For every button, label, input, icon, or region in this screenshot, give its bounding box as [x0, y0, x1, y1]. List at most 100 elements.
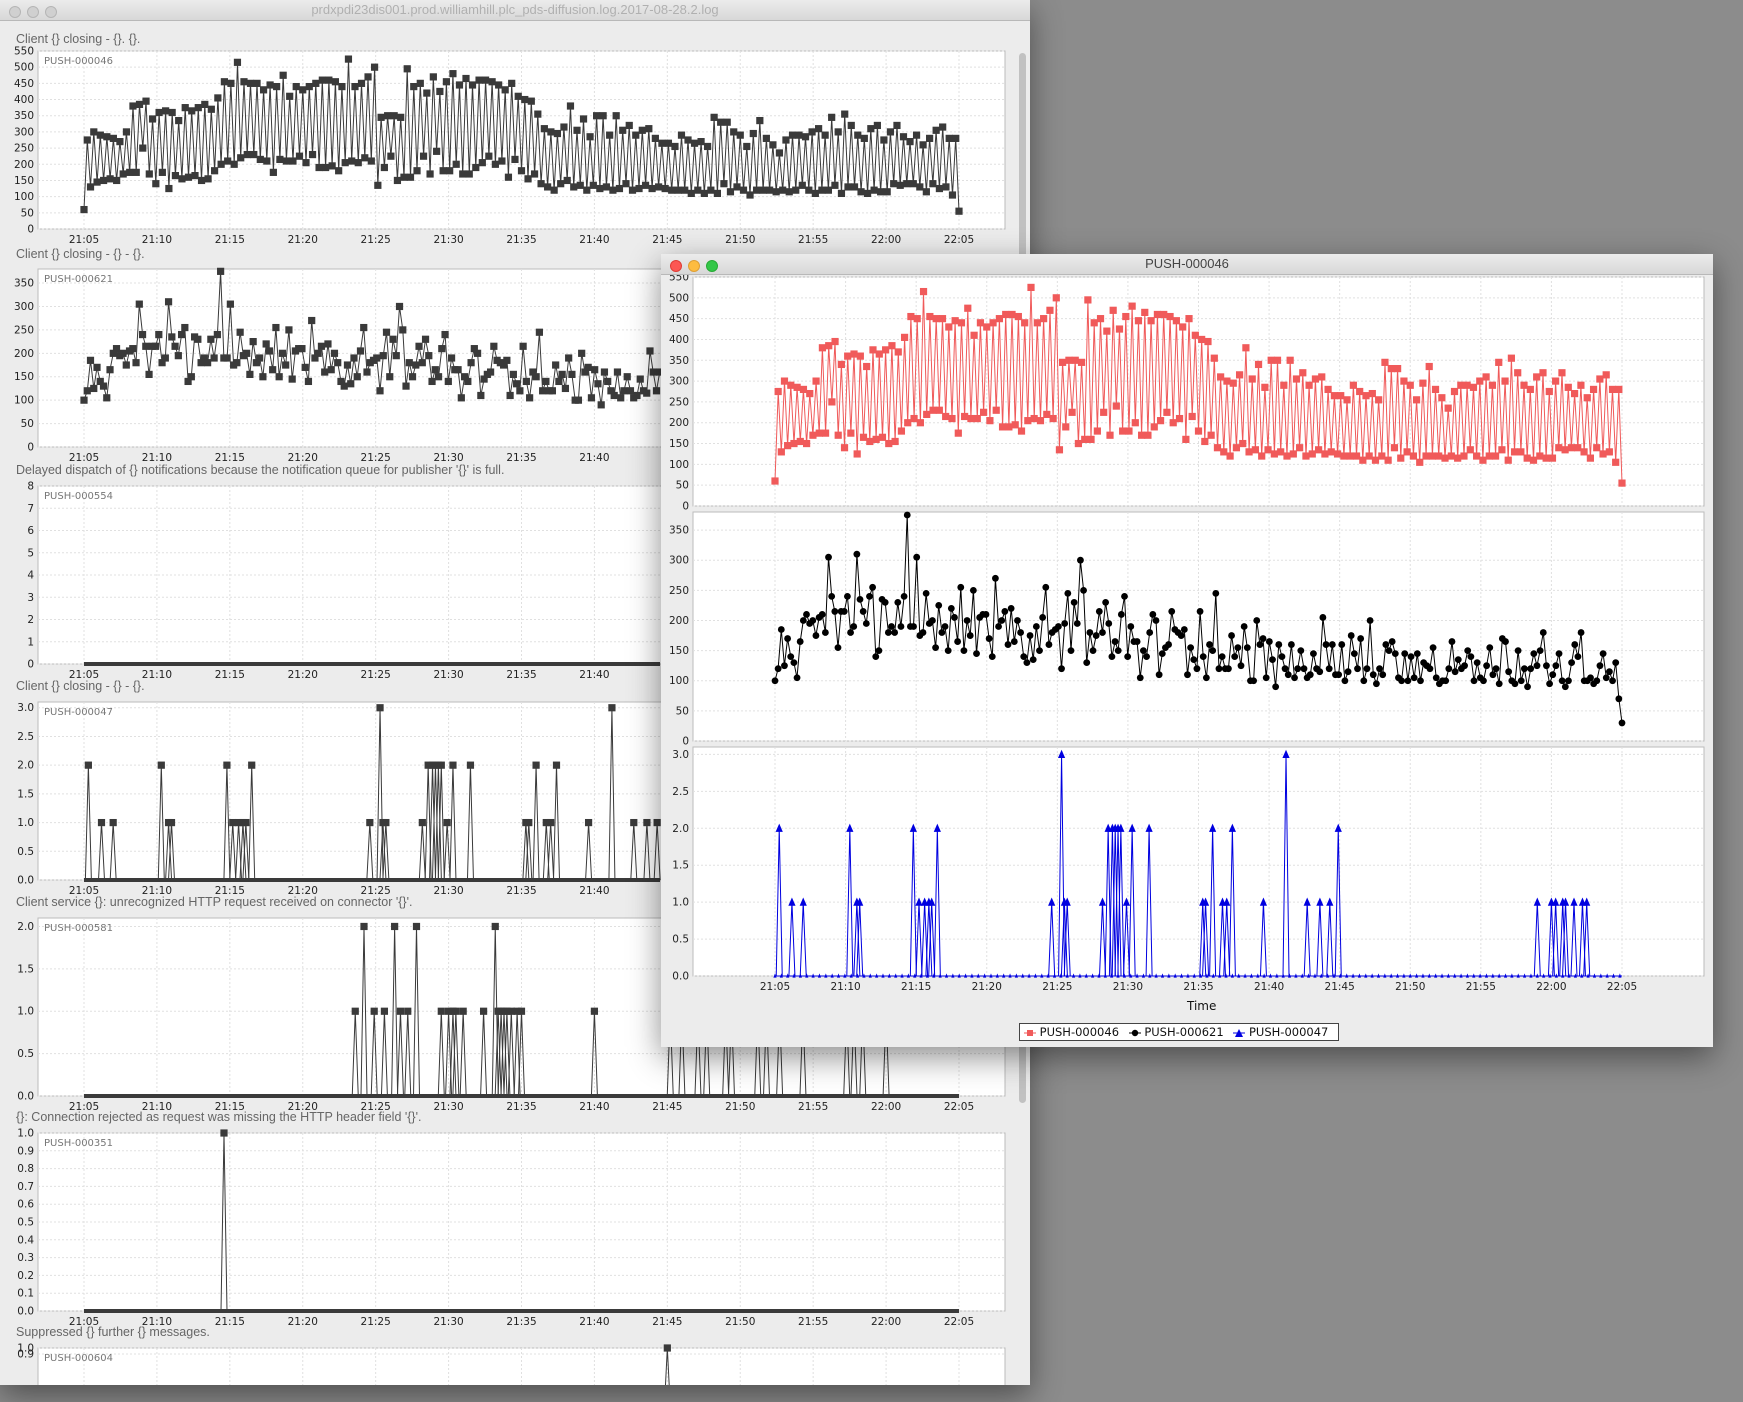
data-point [253, 79, 261, 87]
data-point [775, 149, 784, 157]
x-tick-label: 21:05 [69, 1316, 99, 1328]
data-point [364, 73, 372, 81]
data-point [886, 128, 895, 136]
minimize-button[interactable] [27, 6, 39, 18]
data-point [171, 342, 179, 350]
zoom-button[interactable] [706, 260, 718, 272]
x-tick-label: 21:35 [506, 452, 536, 464]
data-point [870, 186, 878, 194]
data-point [801, 133, 810, 141]
data-point [1612, 659, 1620, 667]
data-point [1165, 641, 1172, 648]
data-point [1077, 556, 1084, 564]
data-point [883, 188, 891, 196]
y-tick-label: 7 [27, 503, 34, 515]
series-window-titlebar[interactable]: PUSH-000046 [661, 254, 1713, 275]
data-point [1061, 620, 1069, 627]
data-point [952, 134, 960, 142]
series-label: PUSH-000047 [44, 707, 113, 718]
data-point [86, 356, 95, 364]
data-point [1021, 319, 1029, 327]
data-point [1517, 677, 1525, 685]
data-point [1322, 641, 1330, 648]
data-point [276, 155, 284, 164]
data-point [1179, 323, 1187, 331]
data-point [1143, 653, 1150, 661]
x-tick-label: 22:00 [871, 234, 901, 246]
data-point [269, 366, 277, 374]
data-point [384, 112, 392, 120]
data-point [181, 104, 189, 112]
data-point [367, 157, 375, 165]
data-point [615, 184, 624, 193]
c047-series [773, 749, 1622, 978]
x-tick-label: 21:35 [506, 885, 536, 897]
data-point [1539, 369, 1547, 377]
data-point [1345, 973, 1349, 978]
data-point [913, 315, 921, 323]
data-point [932, 644, 939, 651]
minimize-button[interactable] [688, 260, 700, 272]
data-point [1062, 423, 1070, 431]
data-point [798, 973, 803, 978]
data-point [1299, 369, 1307, 377]
y-tick-label: 0.3 [17, 1252, 34, 1264]
data-point [1262, 973, 1266, 978]
close-button[interactable] [670, 260, 682, 272]
data-point [167, 818, 176, 827]
data-point [516, 387, 524, 395]
data-point [1431, 385, 1440, 394]
data-point [504, 173, 513, 181]
data-point [1378, 452, 1386, 460]
x-tick-label: 22:05 [944, 234, 974, 246]
x-tick-label: 21:10 [142, 452, 172, 464]
data-point [138, 330, 147, 339]
data-point [1326, 973, 1330, 978]
data-point [526, 394, 534, 402]
data-point [1010, 638, 1018, 645]
data-point [438, 345, 446, 353]
data-point [361, 154, 369, 162]
data-point [1546, 680, 1553, 688]
data-point [243, 150, 251, 159]
data-point [242, 818, 250, 827]
data-point [881, 598, 889, 606]
data-point [1187, 644, 1195, 651]
data-point [282, 157, 291, 165]
data-point [1482, 373, 1490, 381]
data-point [596, 184, 604, 193]
x-tick-label: 21:35 [506, 669, 536, 681]
data-point [1574, 653, 1582, 661]
data-point [966, 632, 974, 639]
log-window-titlebar[interactable]: prdxpdi23dis001.prod.williamhill.plc_pds… [0, 0, 1030, 21]
data-point [113, 176, 121, 185]
data-point [1561, 973, 1565, 978]
data-point [1465, 973, 1470, 978]
data-point [1502, 638, 1509, 645]
data-point [412, 922, 421, 931]
data-point [1135, 973, 1139, 978]
data-point [856, 595, 864, 603]
close-button[interactable] [9, 6, 21, 18]
data-point [1052, 294, 1060, 302]
data-point [983, 323, 991, 331]
data-point [1561, 446, 1569, 454]
data-point [129, 345, 137, 353]
data-point [1043, 410, 1051, 418]
legend-item-000047: PUSH-000047 [1233, 1025, 1328, 1039]
data-point [723, 118, 731, 126]
data-point [184, 173, 193, 181]
data-point [915, 897, 923, 906]
window-controls [670, 258, 724, 278]
data-point [1571, 641, 1579, 648]
zoom-button[interactable] [45, 6, 57, 18]
data-point [1526, 385, 1534, 394]
y-tick-label: 2.5 [672, 786, 689, 798]
data-point [771, 477, 779, 485]
data-point [418, 818, 426, 827]
data-point [951, 317, 959, 325]
data-point [1110, 973, 1114, 978]
data-point [126, 168, 134, 176]
data-point [514, 92, 522, 100]
data-point [1199, 653, 1207, 661]
